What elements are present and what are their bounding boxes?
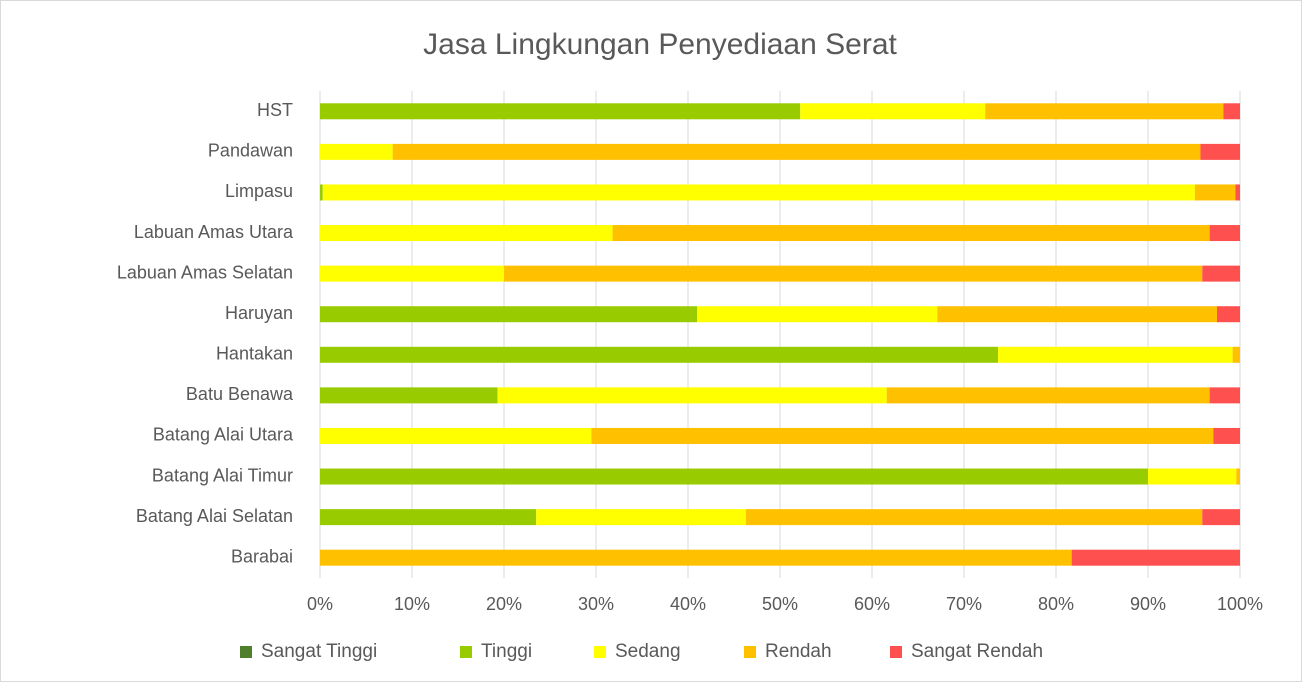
bar-segment <box>937 306 1217 323</box>
x-tick-label: 50% <box>762 594 798 614</box>
bar-segment <box>1235 184 1240 201</box>
y-tick-label: Haruyan <box>225 303 293 323</box>
y-tick-label: Labuan Amas Selatan <box>117 262 293 282</box>
legend-label: Rendah <box>765 641 832 662</box>
bar-segment <box>392 143 1201 160</box>
bar-segment <box>320 184 323 201</box>
bar-segment <box>320 468 1148 485</box>
y-tick-label: HST <box>257 100 293 120</box>
x-tick-label: 30% <box>578 594 614 614</box>
bar-segment <box>1202 265 1240 282</box>
y-tick-label: Batang Alai Timur <box>152 465 293 485</box>
y-tick-label: Batang Alai Utara <box>153 425 294 445</box>
legend-swatch <box>594 646 606 658</box>
bar-segment <box>985 103 1224 120</box>
bar-segment <box>1209 225 1240 242</box>
bar-segment <box>1217 306 1240 323</box>
bar-segment <box>1209 387 1240 404</box>
bar-segment <box>1223 103 1240 120</box>
bar-segment <box>320 306 698 323</box>
x-tick-label: 100% <box>1217 594 1263 614</box>
bar-segment <box>320 265 504 282</box>
y-tick-label: Barabai <box>231 546 293 566</box>
x-tick-label: 0% <box>307 594 333 614</box>
legend-label: Tinggi <box>481 641 532 662</box>
legend-swatch <box>240 646 252 658</box>
bar-segment <box>1236 468 1240 485</box>
bar-segment <box>1200 143 1240 160</box>
bar-segment <box>745 509 1203 526</box>
legend-swatch <box>460 646 472 658</box>
legend-label: Sangat Tinggi <box>261 641 377 662</box>
bar-segment <box>320 387 498 404</box>
bar-segment <box>320 549 1072 566</box>
bar-segment <box>1148 468 1237 485</box>
x-tick-label: 40% <box>670 594 706 614</box>
bar-segment <box>320 427 592 444</box>
bar-segment <box>697 306 938 323</box>
bar-segment <box>800 103 986 120</box>
y-tick-label: Batang Alai Selatan <box>136 506 293 526</box>
legend-swatch <box>890 646 902 658</box>
bar-segment <box>886 387 1210 404</box>
bar-segment <box>320 103 801 120</box>
bar-segment <box>998 346 1233 363</box>
y-tick-label: Labuan Amas Utara <box>134 222 294 242</box>
y-tick-label: Pandawan <box>208 141 293 161</box>
bar-segment <box>536 509 746 526</box>
bar-segment <box>591 427 1214 444</box>
bar-segment <box>320 143 393 160</box>
y-tick-label: Batu Benawa <box>186 384 294 404</box>
bar-segment <box>1202 509 1240 526</box>
y-tick-label: Limpasu <box>225 181 293 201</box>
bar-segment <box>504 265 1203 282</box>
bar-segment <box>1232 346 1240 363</box>
bar-segment <box>320 225 613 242</box>
bar-segment <box>1213 427 1240 444</box>
bar-segment <box>320 346 999 363</box>
bar-segment <box>322 184 1195 201</box>
x-tick-label: 70% <box>946 594 982 614</box>
bar-segment <box>1071 549 1240 566</box>
x-tick-label: 10% <box>394 594 430 614</box>
legend-label: Sedang <box>615 641 681 662</box>
bar-segment <box>320 509 537 526</box>
bar-segment <box>497 387 887 404</box>
bar-segment <box>612 225 1210 242</box>
x-tick-label: 80% <box>1038 594 1074 614</box>
chart-title: Jasa Lingkungan Penyediaan Serat <box>423 28 897 61</box>
bar-segment <box>1194 184 1236 201</box>
legend-swatch <box>744 646 756 658</box>
x-tick-label: 90% <box>1130 594 1166 614</box>
x-tick-label: 20% <box>486 594 522 614</box>
x-tick-label: 60% <box>854 594 890 614</box>
y-tick-label: Hantakan <box>216 344 293 364</box>
legend-label: Sangat Rendah <box>911 641 1043 662</box>
